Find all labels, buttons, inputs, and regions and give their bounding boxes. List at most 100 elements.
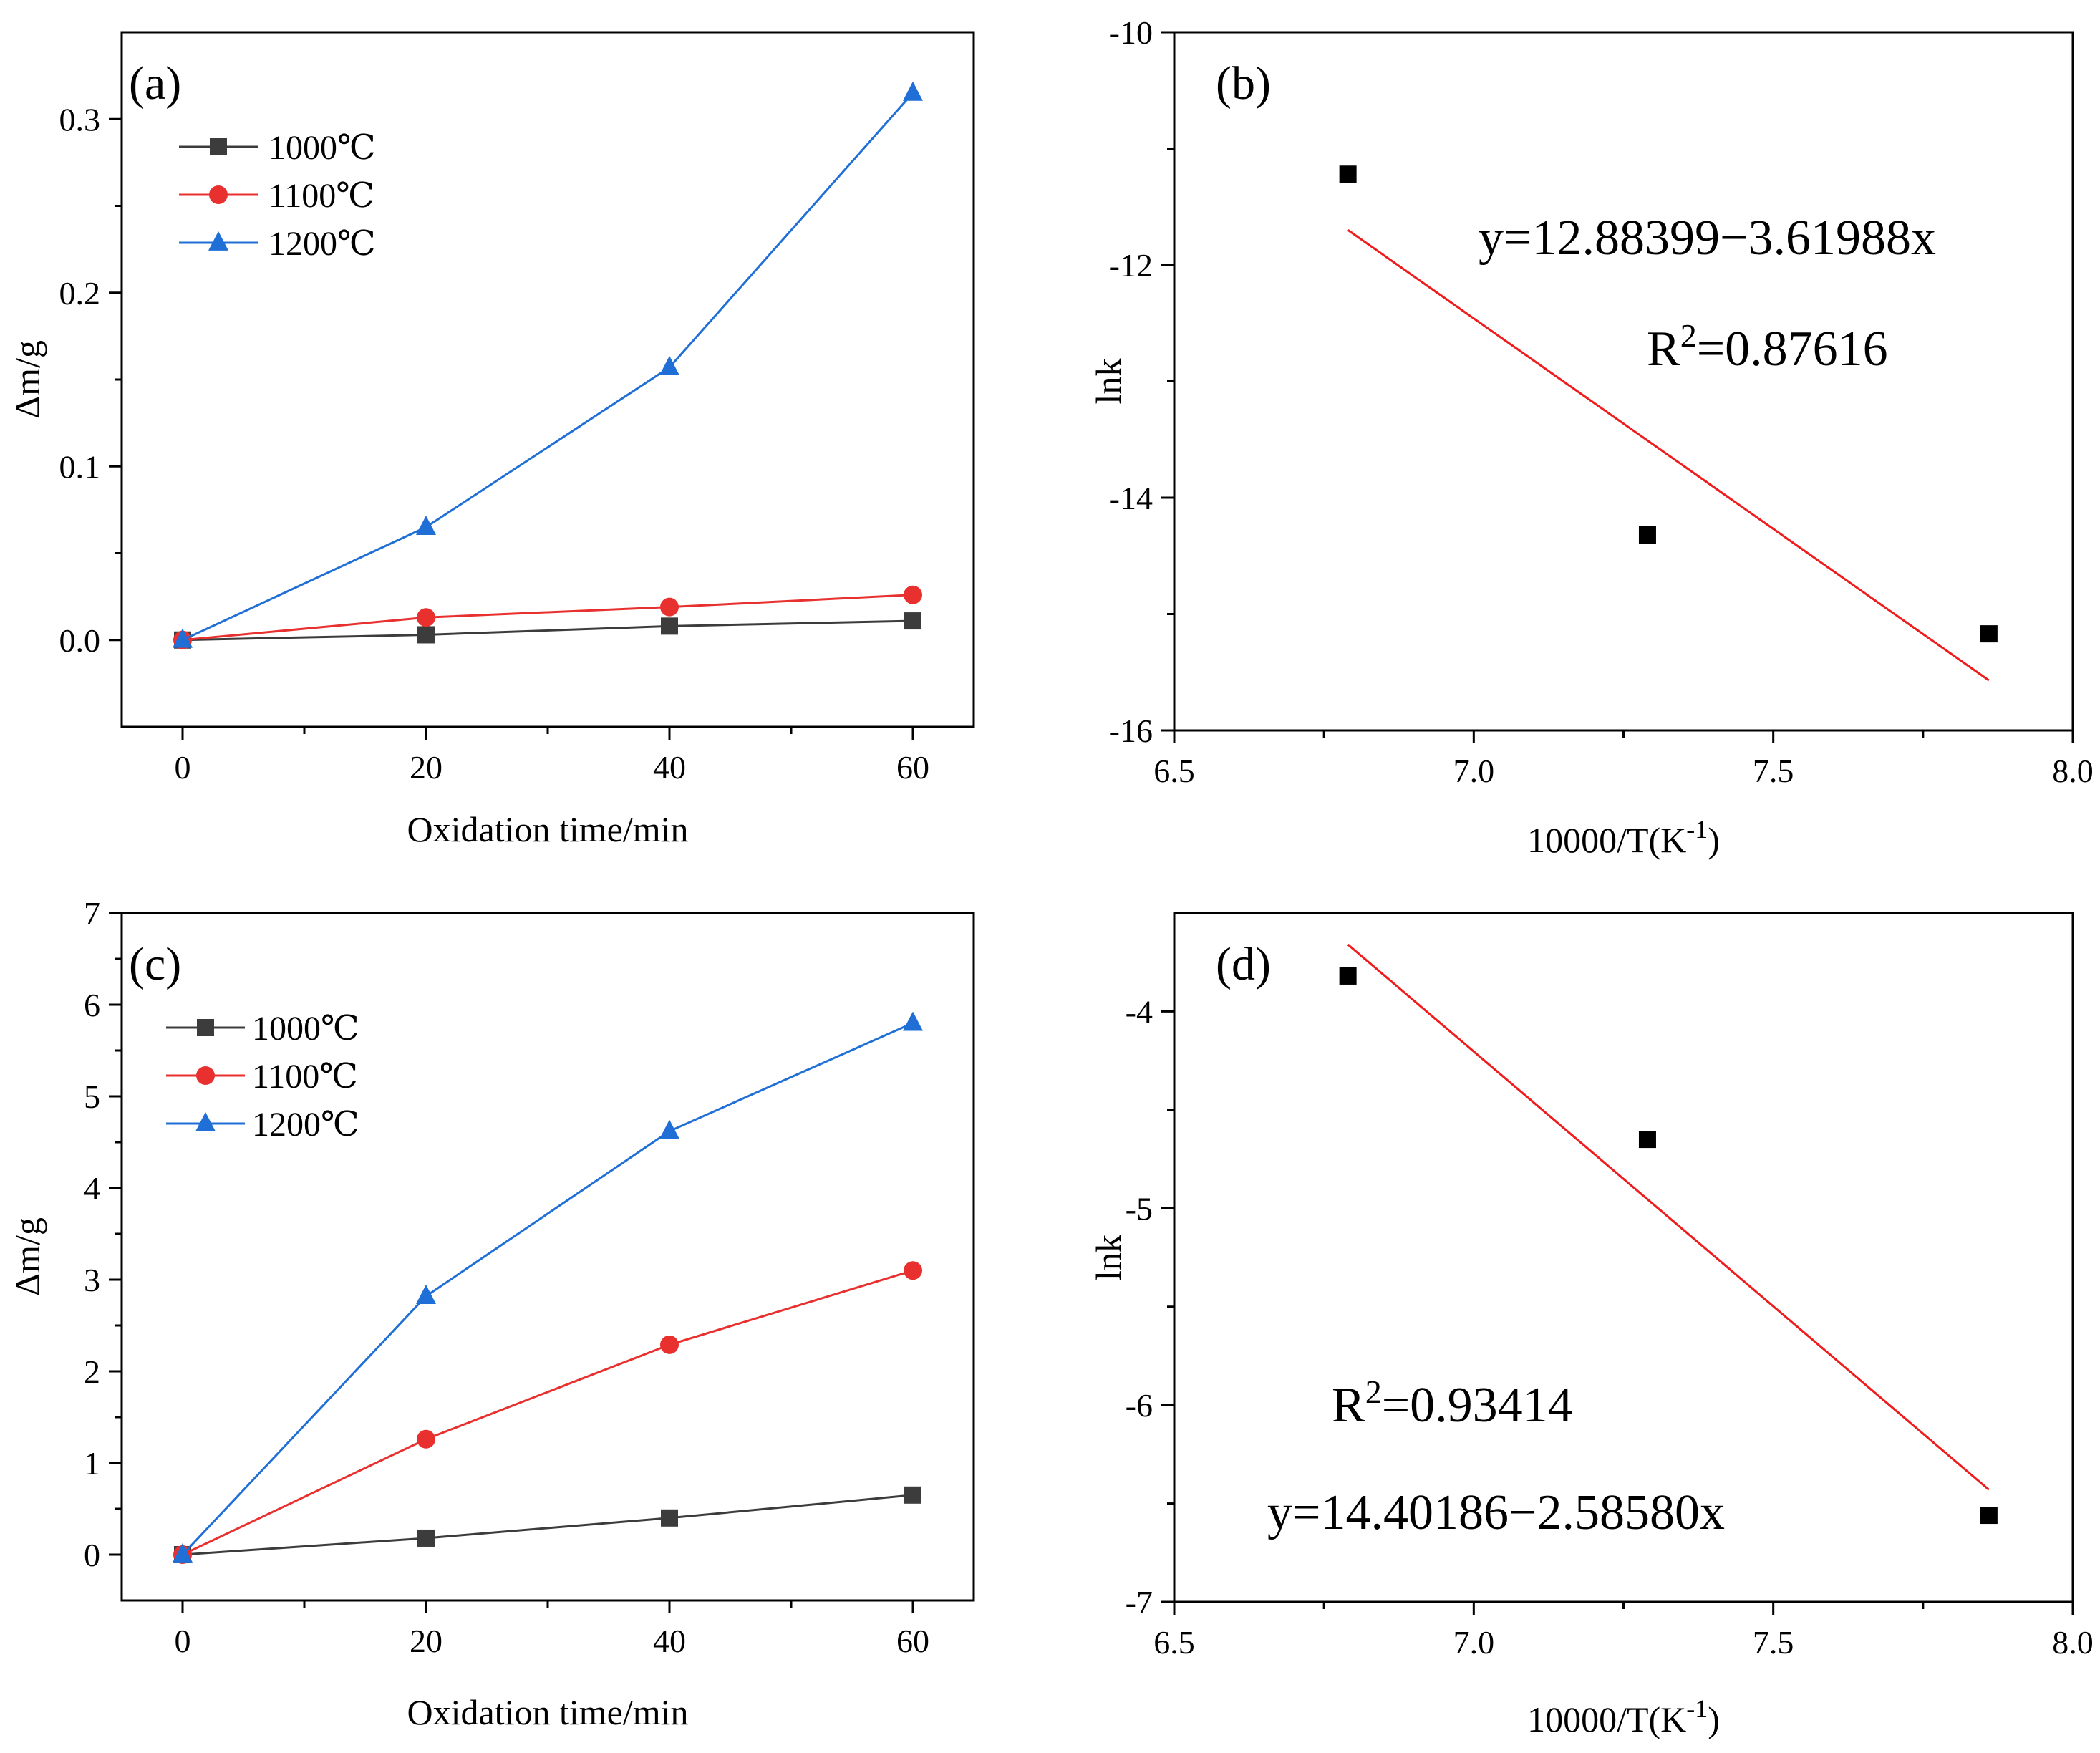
data-point [1980, 1507, 1998, 1525]
x-tick-label: 7.0 [1453, 753, 1495, 789]
y-axis-label: lnk [1088, 1235, 1128, 1280]
y-tick-label: 0.0 [59, 622, 101, 659]
data-point [904, 1261, 922, 1280]
fit-equation: y=12.88399−3.61988x [1479, 211, 1936, 266]
x-tick-label: 8.0 [2052, 753, 2094, 789]
y-tick-label: 0.2 [59, 275, 101, 312]
x-tick-label: 40 [653, 1623, 686, 1659]
data-point [1638, 1131, 1656, 1149]
legend-label: 1000℃ [268, 129, 376, 167]
panel-label: (b) [1216, 57, 1271, 110]
y-tick-label: 0.3 [59, 101, 101, 137]
x-axis-label: 10000/T(K-1) [1527, 1694, 1720, 1739]
r-squared: R2=0.87616 [1647, 317, 1888, 377]
data-point [903, 81, 923, 101]
y-tick-label: -16 [1109, 713, 1153, 749]
y-tick-label: 0 [84, 1537, 100, 1573]
data-point [1339, 165, 1357, 183]
legend-marker [195, 1111, 216, 1131]
data-point [1638, 526, 1656, 544]
y-axis-label: lnk [1088, 359, 1128, 405]
panel-label: (a) [129, 57, 181, 110]
series-1 [173, 1261, 922, 1564]
x-tick-label: 7.5 [1753, 1624, 1794, 1661]
series-line [182, 92, 914, 642]
data-point [660, 1335, 679, 1354]
x-axis-label: 10000/T(K-1) [1527, 815, 1720, 860]
y-tick-label: 3 [84, 1262, 100, 1298]
x-tick-label: 60 [896, 749, 929, 786]
panel-d: 6.5 7.0 7.5 8.0 -7 -6 -5 -4 10000/T(K-1) lnk (d) y=… [1088, 912, 2094, 1739]
panel-b: 6.5 7.0 7.5 8.0 -16 -14 -12 -10 10000/T(K-1) lnk (… [1088, 14, 2094, 860]
panel-label: (d) [1216, 938, 1271, 990]
legend-marker [196, 1066, 215, 1085]
legend-label: 1100℃ [252, 1058, 358, 1096]
y-tick-label: -7 [1126, 1584, 1153, 1621]
data-point [904, 585, 922, 604]
legend-label: 1200℃ [252, 1106, 359, 1144]
x-tick-label: 8.0 [2052, 1624, 2094, 1661]
legend-marker [210, 138, 227, 155]
series-line [182, 1269, 914, 1556]
series-1 [173, 585, 922, 649]
data-point [417, 1429, 435, 1449]
y-tick-label: 1 [84, 1445, 100, 1482]
legend-label: 1200℃ [268, 225, 376, 263]
series-line [181, 1022, 914, 1556]
series-line [182, 619, 914, 642]
data-point [1980, 625, 1998, 643]
data-point [1339, 967, 1357, 985]
plot-frame [120, 912, 975, 1602]
plot-frame [1173, 31, 2074, 732]
y-tick-label: -14 [1109, 480, 1153, 516]
x-tick-label: 7.0 [1453, 1624, 1495, 1661]
y-tick-label: 7 [84, 895, 100, 932]
y-axis-label: Δm/g [7, 1217, 47, 1296]
y-axis-label: Δm/g [7, 340, 47, 419]
y-tick-label: -6 [1126, 1387, 1153, 1424]
x-tick-label: 20 [410, 1623, 442, 1659]
y-tick-label: 6 [84, 987, 100, 1023]
fit-line [1347, 943, 1990, 1491]
panel-label: (c) [129, 938, 181, 990]
y-tick-label: 5 [84, 1078, 100, 1115]
data-point [417, 608, 435, 627]
y-tick-label: -12 [1109, 247, 1153, 284]
x-tick-label: 6.5 [1153, 1624, 1195, 1661]
data-point [661, 617, 678, 635]
fit-equation: y=14.40186−2.58580x [1267, 1485, 1725, 1540]
legend: 1000℃ 1100℃ 1200℃ [166, 1010, 359, 1144]
panel-a: 0 20 40 60 0.0 0.1 0.2 0.3 Oxidation time/min Δm/… [7, 31, 975, 849]
y-tick-label: 4 [84, 1170, 100, 1207]
series-2 [173, 1011, 923, 1563]
x-tick-label: 0 [175, 1623, 191, 1659]
fit-line [1347, 229, 1990, 682]
x-axis-label: Oxidation time/min [407, 1692, 688, 1732]
x-tick-label: 40 [653, 749, 686, 786]
data-point [173, 1542, 193, 1563]
data-point [904, 612, 921, 630]
data-point [659, 1119, 679, 1139]
data-point [903, 1011, 923, 1031]
legend-label: 1000℃ [252, 1010, 359, 1048]
panel-c: 0 20 40 60 0 1 2 3 4 5 6 7 Oxidation time/min Δm/g (c)… [7, 895, 975, 1732]
data-point [417, 626, 435, 644]
data-point [416, 1284, 436, 1304]
y-tick-label: -5 [1126, 1190, 1153, 1227]
legend-marker [197, 1019, 214, 1036]
r-squared: R2=0.93414 [1332, 1373, 1573, 1433]
series-0 [174, 1486, 921, 1563]
data-point [660, 597, 679, 617]
data-point [661, 1509, 678, 1527]
x-axis-label: Oxidation time/min [407, 809, 688, 849]
series-line [182, 594, 914, 642]
x-tick-label: 6.5 [1153, 753, 1195, 789]
x-tick-label: 0 [175, 749, 191, 786]
x-tick-label: 20 [410, 749, 442, 786]
x-tick-label: 60 [896, 1623, 929, 1659]
series-2 [173, 81, 923, 648]
data-point [904, 1486, 921, 1504]
legend: 1000℃ 1100℃ 1200℃ [179, 129, 376, 263]
y-tick-label: 2 [84, 1353, 100, 1390]
